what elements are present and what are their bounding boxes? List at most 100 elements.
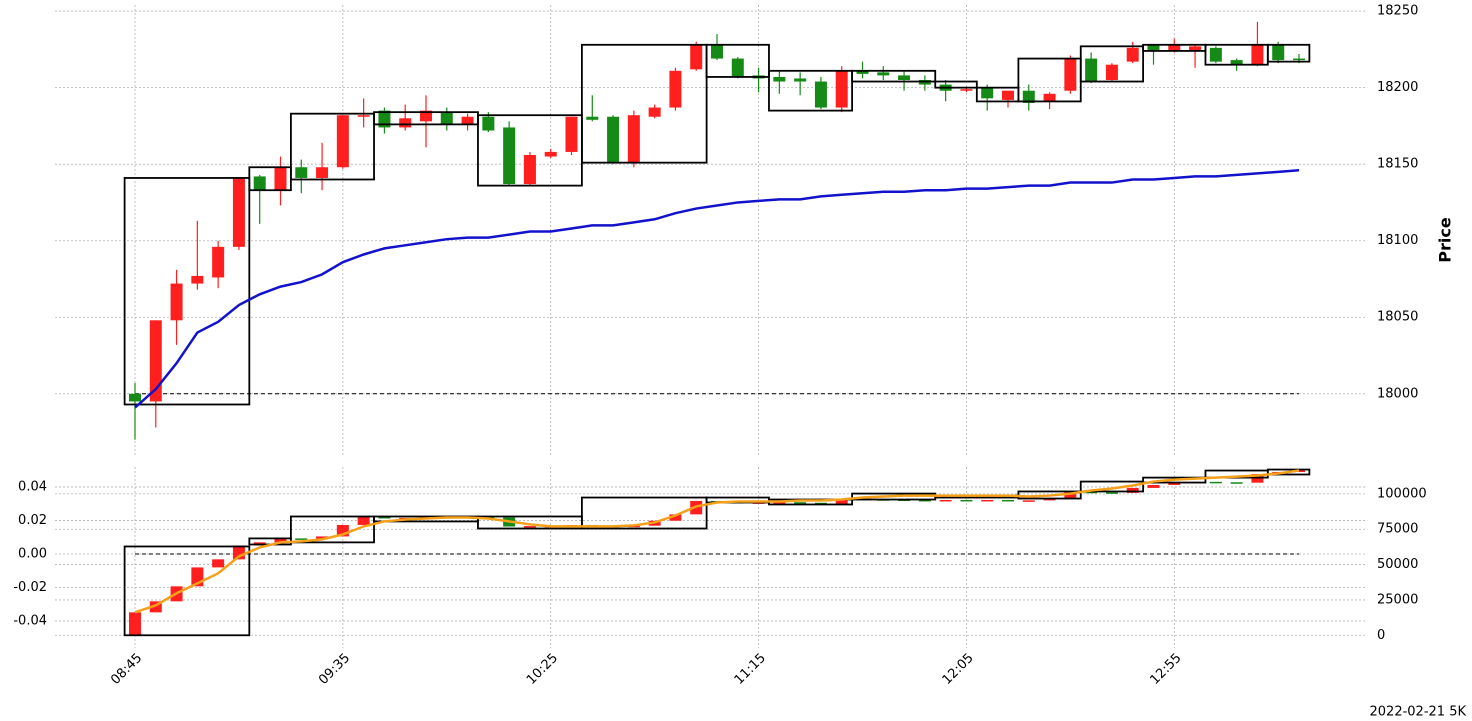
candle-body (814, 81, 827, 108)
candle-body (170, 283, 183, 321)
candle-body (1105, 64, 1118, 80)
candle-body (129, 612, 141, 636)
range-box (123, 177, 251, 406)
candle-body (274, 167, 287, 191)
candle-body (274, 538, 287, 543)
candle-body (316, 536, 329, 540)
candle-body (336, 524, 349, 537)
x-tick-label: 12:05 (940, 651, 977, 688)
candle-body (191, 275, 204, 284)
x-tick-label: 10:25 (524, 651, 561, 688)
candle-body (1085, 491, 1098, 494)
candle-body (898, 75, 911, 80)
candle-body (794, 78, 807, 82)
candle-body (918, 499, 931, 502)
candle-body (1105, 492, 1118, 494)
candle-body (731, 58, 744, 77)
candle-body (960, 89, 973, 91)
candle-body (295, 167, 308, 178)
candle-body (482, 116, 495, 131)
candle-body (773, 76, 786, 82)
candle-body (1126, 47, 1139, 62)
candle-body (1002, 90, 1014, 100)
candle-body (1230, 482, 1243, 484)
candle-body (149, 601, 162, 613)
range-box (289, 112, 375, 181)
candle-body (648, 107, 661, 117)
y-tick-label: 0.02 (18, 513, 47, 528)
y-tick-label: 0.00 (18, 546, 47, 561)
candle-body (835, 70, 848, 108)
candle-body (939, 499, 952, 502)
candle-body (1251, 44, 1264, 65)
range-box (1079, 45, 1145, 83)
candle-body (357, 115, 370, 117)
y2-tick-label: 50000 (1377, 557, 1418, 572)
candle-body (1002, 499, 1014, 502)
candle-body (1189, 46, 1202, 51)
candle-body (253, 176, 266, 191)
range-box (934, 80, 978, 89)
candle-body (877, 72, 890, 76)
y-tick-label: 18250 (1377, 4, 1418, 19)
candle-body (835, 498, 848, 505)
candle-body (814, 502, 827, 505)
candle-body (1209, 481, 1222, 484)
candle-body (503, 127, 516, 185)
candle-body (461, 116, 474, 125)
candle-body (981, 87, 994, 99)
y-tick-label: 18150 (1377, 157, 1418, 172)
range-box (289, 515, 375, 544)
candle-body (212, 559, 225, 568)
candle-body (232, 177, 245, 247)
candle-body (440, 112, 453, 125)
candle-body (773, 502, 786, 504)
candle-body (1043, 93, 1056, 102)
line (134, 469, 1300, 614)
y-tick-label: 18200 (1377, 80, 1418, 95)
y-tick-label: 18100 (1377, 233, 1418, 248)
candle-body (981, 499, 994, 502)
range-box (851, 69, 937, 83)
candle-body (1168, 482, 1181, 485)
candle-body (794, 502, 807, 504)
x-tick-label: 08:45 (108, 651, 145, 688)
candle-body (295, 538, 308, 540)
candle-body (523, 155, 536, 185)
candle-body (1230, 60, 1243, 65)
candle-body (1126, 487, 1139, 493)
candle-body (378, 110, 391, 128)
candle-body (1022, 90, 1035, 103)
candle-body (669, 70, 682, 108)
candle-body (357, 516, 370, 525)
range-box (580, 496, 708, 530)
candle-body (1168, 44, 1181, 51)
range-box (768, 69, 854, 112)
candle-body (1293, 58, 1305, 61)
candle-body (711, 44, 723, 59)
candle-body (129, 393, 141, 402)
range-box (1142, 476, 1207, 484)
candle-body (690, 44, 703, 70)
y-axis-label: Price (1436, 217, 1455, 263)
range-box (1079, 480, 1145, 493)
y-tick-label: 18000 (1377, 386, 1418, 401)
y-tick-label: -0.04 (13, 614, 47, 629)
candle-body (316, 167, 329, 178)
y-tick-label: 0.04 (18, 479, 47, 494)
candle-body (336, 115, 349, 168)
candle-body (1064, 491, 1077, 499)
candle-body (149, 320, 162, 402)
candle-body (1147, 484, 1160, 488)
candle-body (1147, 44, 1160, 51)
x-tick-label: 11:15 (732, 651, 769, 688)
candle-body (1064, 58, 1077, 91)
y2-tick-label: 25000 (1377, 592, 1418, 607)
candle-body (544, 151, 557, 157)
range-box (580, 43, 708, 164)
y2-tick-label: 75000 (1377, 522, 1418, 537)
y-tick-label: -0.02 (13, 580, 47, 595)
y2-tick-label: 0 (1377, 628, 1385, 643)
candle-body (565, 116, 578, 152)
